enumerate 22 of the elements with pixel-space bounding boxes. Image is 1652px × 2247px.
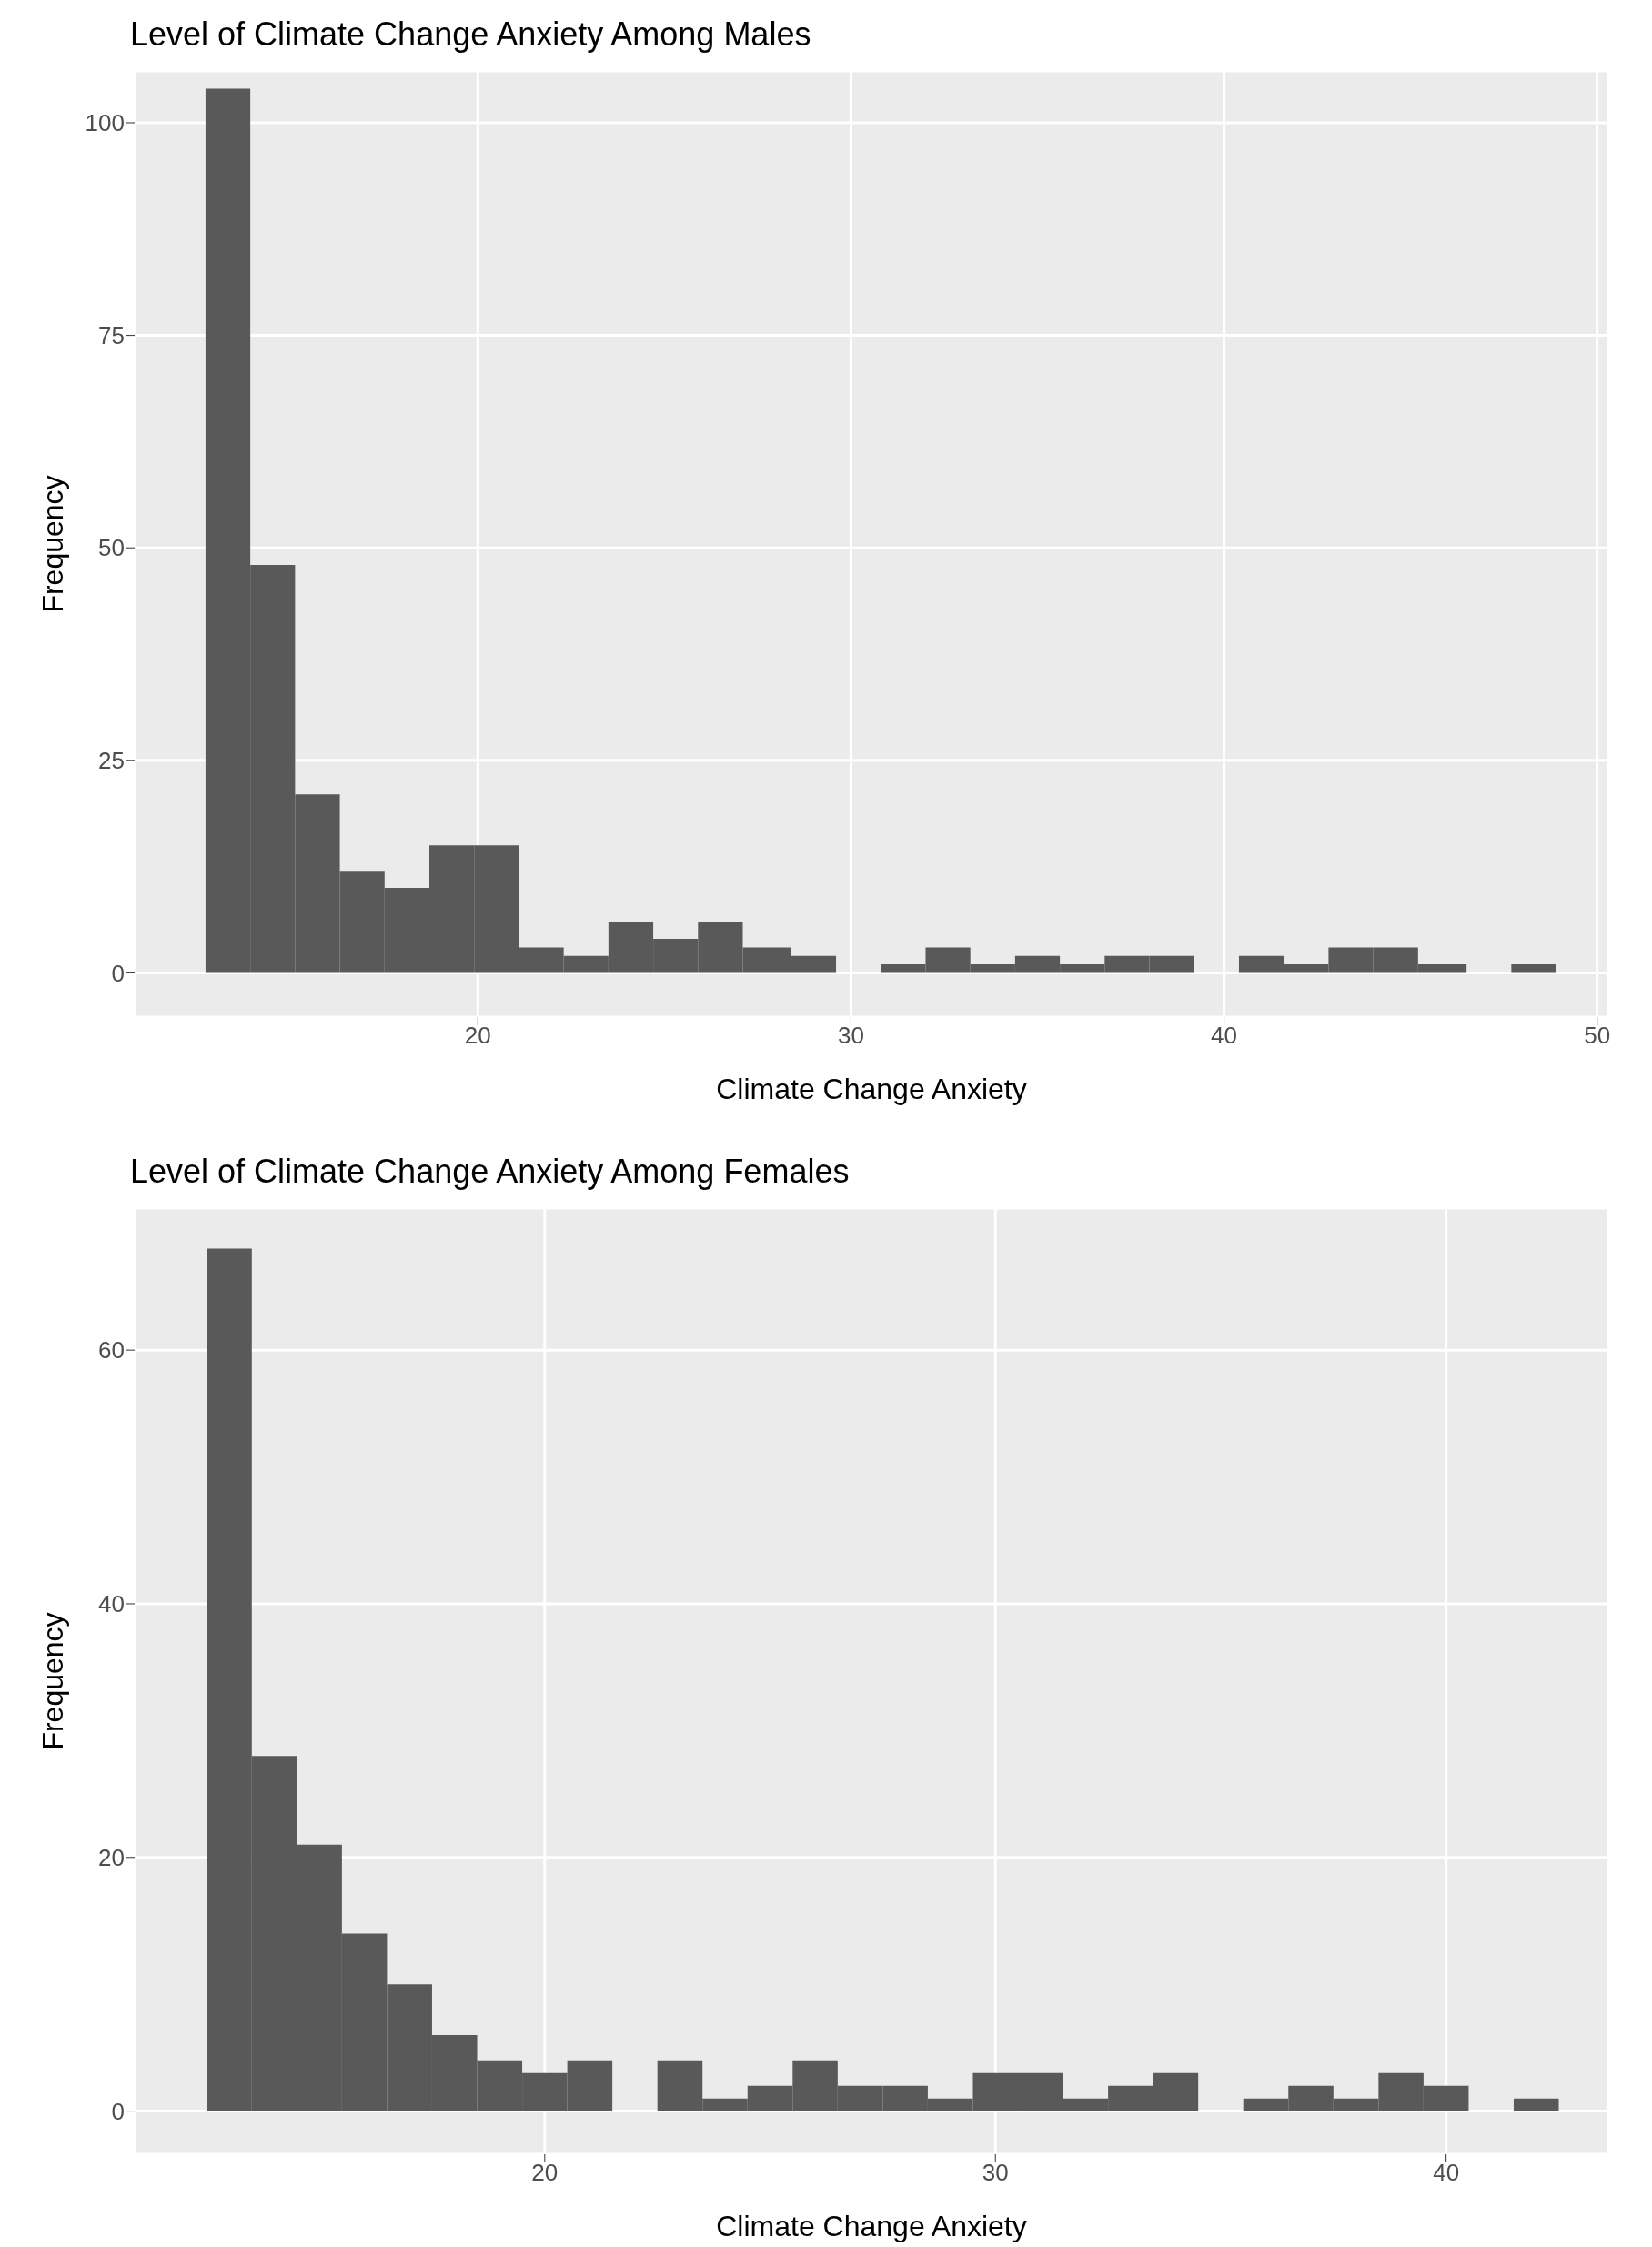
x-tick-label: 20 (531, 2159, 559, 2187)
x-axis-title: Climate Change Anxiety (716, 2210, 1027, 2242)
y-tick-label: 60 (98, 1336, 125, 1365)
y-tick-label: 25 (98, 747, 125, 775)
y-tick-label: 0 (111, 2097, 125, 2125)
x-tick-label: 30 (982, 2159, 1009, 2187)
x-tick-label: 50 (1584, 1022, 1611, 1050)
x-tick-label: 30 (837, 1022, 864, 1050)
y-tick-label: 20 (98, 1844, 125, 1872)
x-tick-label: 20 (464, 1022, 491, 1050)
y-tick-label: 0 (111, 959, 125, 987)
x-tick-label: 40 (1211, 1022, 1238, 1050)
y-axis-title: Frequency (36, 475, 70, 613)
y-tick-label: 100 (85, 109, 125, 137)
chart-title: Level of Climate Change Anxiety Among Females (129, 1152, 851, 1192)
x-axis-title: Climate Change Anxiety (716, 1073, 1027, 1105)
y-tick-label: 50 (98, 534, 125, 562)
y-tick-label: 75 (98, 321, 125, 349)
y-axis-title: Frequency (36, 1612, 70, 1750)
y-tick-label: 40 (98, 1590, 125, 1618)
x-tick-label: 40 (1433, 2159, 1460, 2187)
chart-title: Level of Climate Change Anxiety Among Males (129, 15, 812, 55)
